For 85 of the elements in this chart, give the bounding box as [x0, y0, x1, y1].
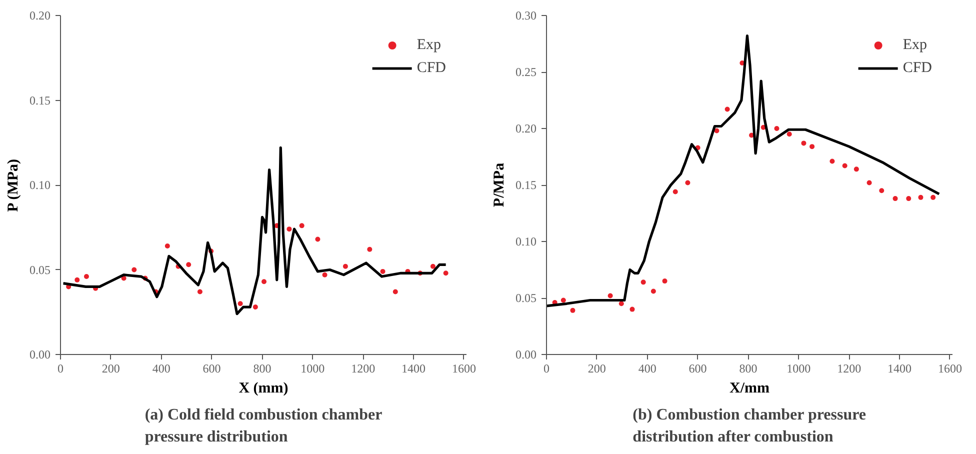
y-tick-label: 0.10 — [30, 178, 50, 192]
y-tick-label: 0.20 — [30, 8, 50, 22]
y-tick-label: 0.30 — [516, 8, 536, 22]
text: (b) Combustion chamber pressure distribution after combustion — [632, 406, 866, 446]
y-tick-label: 0.05 — [516, 291, 536, 305]
y-tick-label: 0.20 — [516, 122, 536, 136]
point — [640, 280, 646, 285]
line-series — [546, 34, 940, 308]
point — [164, 244, 170, 249]
point — [380, 268, 386, 274]
x-tick-label: 1600 — [938, 362, 962, 376]
y-tick-label: 0.15 — [30, 93, 50, 108]
legend-label: CFD — [416, 60, 446, 76]
y-tick-label: 0.15 — [516, 178, 536, 192]
x-tick-label: 1600 — [452, 362, 476, 376]
x-tick-label: 1200 — [351, 362, 376, 376]
y-tick-label: 0.00 — [30, 348, 50, 362]
point — [672, 189, 678, 194]
x-tick-label: 1200 — [837, 362, 862, 376]
point — [74, 277, 80, 282]
point — [630, 306, 635, 312]
point — [186, 262, 192, 268]
point — [906, 196, 912, 202]
point — [842, 163, 848, 168]
point — [930, 194, 936, 200]
point — [443, 270, 448, 276]
point — [392, 289, 398, 294]
line-series — [62, 146, 448, 316]
x-tick-label: 0 — [544, 362, 550, 376]
point — [342, 264, 348, 269]
point — [262, 279, 267, 284]
point — [197, 289, 202, 294]
x-tick-label: 400 — [152, 362, 170, 376]
y-tick-label: 0.05 — [30, 262, 50, 277]
x-tick-label: 600 — [202, 362, 221, 376]
point — [570, 308, 576, 313]
point — [879, 188, 884, 194]
x-tick-label: 400 — [638, 362, 656, 376]
point — [132, 267, 137, 272]
point — [430, 264, 436, 269]
legend-label: Exp — [902, 36, 927, 54]
x-tick-label: 200 — [102, 362, 120, 376]
x-tick-label: 200 — [588, 362, 606, 376]
point — [84, 274, 89, 280]
y-tick-label: 0.25 — [516, 65, 536, 79]
point — [830, 158, 835, 164]
point — [801, 140, 806, 146]
x-tick-label: 0 — [58, 362, 64, 376]
point — [286, 226, 292, 232]
legend-label: CFD — [902, 60, 932, 76]
point — [774, 126, 780, 131]
x-tick-label: 1000 — [300, 362, 325, 376]
x-tick-label: 1000 — [786, 362, 811, 376]
x-tick-label: 800 — [253, 362, 272, 376]
x-axis-title: X/mm — [730, 380, 770, 396]
point — [810, 144, 815, 150]
point — [854, 166, 859, 172]
point — [608, 293, 613, 298]
point — [315, 236, 320, 242]
x-tick-label: 1400 — [402, 362, 426, 376]
point — [238, 301, 243, 306]
point — [786, 132, 792, 137]
text: (a) Cold field combustion chamber pressure distribution — [144, 406, 382, 446]
y-axis-title: P (MPa) — [6, 158, 22, 212]
y-tick-label: 0.10 — [516, 234, 536, 248]
point — [560, 298, 566, 303]
y-tick-label: 0.00 — [516, 348, 536, 362]
point — [918, 194, 924, 200]
point — [892, 196, 898, 202]
point — [724, 106, 730, 112]
x-tick-label: 600 — [688, 362, 707, 376]
point — [685, 180, 690, 186]
point — [650, 288, 656, 294]
point — [299, 223, 304, 228]
legend-label: Exp — [416, 36, 441, 54]
point — [866, 180, 872, 186]
x-tick-label: 800 — [739, 362, 758, 376]
x-axis-title: X (mm) — [238, 380, 288, 396]
point — [252, 304, 258, 310]
x-tick-label: 1400 — [888, 362, 912, 376]
point — [618, 301, 624, 306]
point — [662, 278, 668, 284]
point — [367, 246, 372, 252]
point — [322, 272, 328, 278]
y-axis-title: P/MPa — [492, 162, 508, 208]
